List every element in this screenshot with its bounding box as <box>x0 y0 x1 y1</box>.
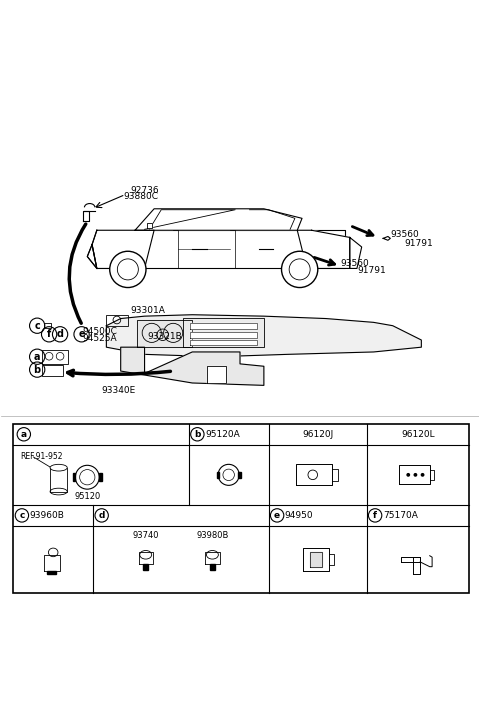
Polygon shape <box>139 552 153 565</box>
Text: e: e <box>274 511 280 520</box>
Text: f: f <box>373 511 377 520</box>
Polygon shape <box>210 565 215 570</box>
Polygon shape <box>120 347 264 385</box>
Text: 93560: 93560 <box>390 231 419 239</box>
Polygon shape <box>399 466 430 484</box>
Polygon shape <box>50 468 67 492</box>
Circle shape <box>218 464 239 485</box>
Polygon shape <box>350 237 362 268</box>
Polygon shape <box>430 470 434 479</box>
Ellipse shape <box>50 488 67 495</box>
Text: 94950: 94950 <box>285 511 313 520</box>
Polygon shape <box>190 333 257 338</box>
Text: b: b <box>34 364 41 375</box>
Circle shape <box>110 252 146 288</box>
Text: 94500C: 94500C <box>83 327 118 335</box>
Circle shape <box>407 473 410 476</box>
Text: 96120J: 96120J <box>302 429 333 439</box>
Text: f: f <box>47 329 51 339</box>
Text: c: c <box>34 321 40 330</box>
Text: 93880C: 93880C <box>123 192 158 202</box>
Text: a: a <box>34 351 40 362</box>
Polygon shape <box>217 472 219 478</box>
Polygon shape <box>332 469 337 481</box>
Text: d: d <box>57 329 63 339</box>
Polygon shape <box>238 472 240 478</box>
Polygon shape <box>296 464 332 485</box>
Polygon shape <box>329 554 334 565</box>
Circle shape <box>413 473 417 476</box>
Polygon shape <box>107 315 421 356</box>
Text: 93301A: 93301A <box>130 307 165 315</box>
Polygon shape <box>206 367 226 383</box>
Text: 75170A: 75170A <box>383 511 418 520</box>
Polygon shape <box>84 208 95 211</box>
Text: 92736: 92736 <box>130 186 159 195</box>
Ellipse shape <box>50 464 67 471</box>
Text: 93560: 93560 <box>340 259 369 268</box>
Polygon shape <box>183 317 264 347</box>
Polygon shape <box>73 474 75 481</box>
Circle shape <box>75 466 99 489</box>
Polygon shape <box>311 552 322 567</box>
Text: 93960B: 93960B <box>30 511 64 520</box>
Text: d: d <box>98 511 105 520</box>
Circle shape <box>420 473 424 476</box>
Bar <box>42 349 68 364</box>
Text: 95120A: 95120A <box>205 429 240 439</box>
Text: 96120L: 96120L <box>401 429 434 439</box>
Text: 94525A: 94525A <box>83 333 117 343</box>
Polygon shape <box>48 571 56 574</box>
Polygon shape <box>135 209 302 230</box>
Polygon shape <box>401 557 420 562</box>
Text: c: c <box>19 511 24 520</box>
Polygon shape <box>84 211 89 221</box>
Bar <box>13 424 469 593</box>
Polygon shape <box>303 547 329 571</box>
Text: e: e <box>78 329 85 339</box>
Polygon shape <box>99 474 102 481</box>
Polygon shape <box>383 236 390 240</box>
Text: 93740: 93740 <box>132 531 159 540</box>
Text: 95120: 95120 <box>74 492 100 501</box>
Polygon shape <box>297 230 350 268</box>
Polygon shape <box>413 557 420 574</box>
Bar <box>107 315 128 325</box>
Text: 91791: 91791 <box>357 266 385 275</box>
Text: REF.91-952: REF.91-952 <box>21 452 63 461</box>
Polygon shape <box>44 323 51 328</box>
Polygon shape <box>97 230 345 268</box>
Text: 91791: 91791 <box>405 239 433 247</box>
Text: 93980B: 93980B <box>196 531 228 540</box>
Polygon shape <box>92 230 154 268</box>
Polygon shape <box>190 340 257 346</box>
Polygon shape <box>137 320 192 347</box>
Polygon shape <box>44 555 60 571</box>
Text: 93340E: 93340E <box>102 385 136 395</box>
Polygon shape <box>205 552 219 565</box>
Polygon shape <box>147 223 152 228</box>
Text: b: b <box>194 429 201 439</box>
Text: 93321B: 93321B <box>147 332 182 341</box>
Polygon shape <box>144 565 148 570</box>
Polygon shape <box>87 244 97 268</box>
Bar <box>42 365 63 376</box>
Text: a: a <box>21 429 27 439</box>
Polygon shape <box>190 323 257 328</box>
Circle shape <box>281 252 318 288</box>
